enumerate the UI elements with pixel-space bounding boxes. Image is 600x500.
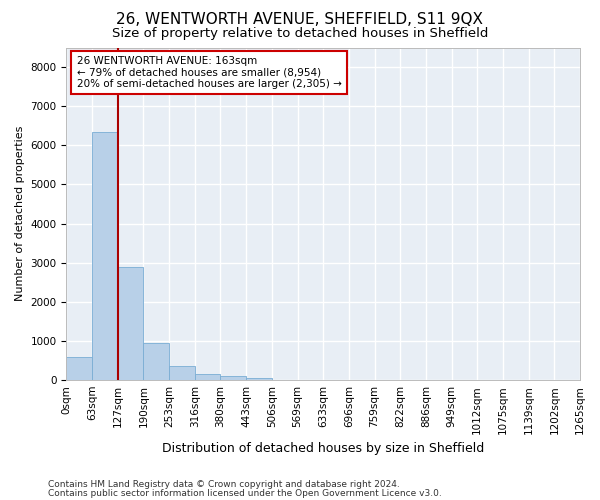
Bar [118,266,143,380]
Bar [169,366,195,380]
Bar [143,343,169,380]
Bar [246,378,272,380]
Text: Size of property relative to detached houses in Sheffield: Size of property relative to detached ho… [112,28,488,40]
Text: 26, WENTWORTH AVENUE, SHEFFIELD, S11 9QX: 26, WENTWORTH AVENUE, SHEFFIELD, S11 9QX [116,12,484,28]
Text: Contains public sector information licensed under the Open Government Licence v3: Contains public sector information licen… [48,488,442,498]
Bar [195,374,220,380]
Text: Contains HM Land Registry data © Crown copyright and database right 2024.: Contains HM Land Registry data © Crown c… [48,480,400,489]
Bar [67,356,92,380]
Y-axis label: Number of detached properties: Number of detached properties [15,126,25,302]
Bar [220,376,246,380]
Text: 26 WENTWORTH AVENUE: 163sqm
← 79% of detached houses are smaller (8,954)
20% of : 26 WENTWORTH AVENUE: 163sqm ← 79% of det… [77,56,341,89]
X-axis label: Distribution of detached houses by size in Sheffield: Distribution of detached houses by size … [162,442,484,455]
Bar [92,132,118,380]
